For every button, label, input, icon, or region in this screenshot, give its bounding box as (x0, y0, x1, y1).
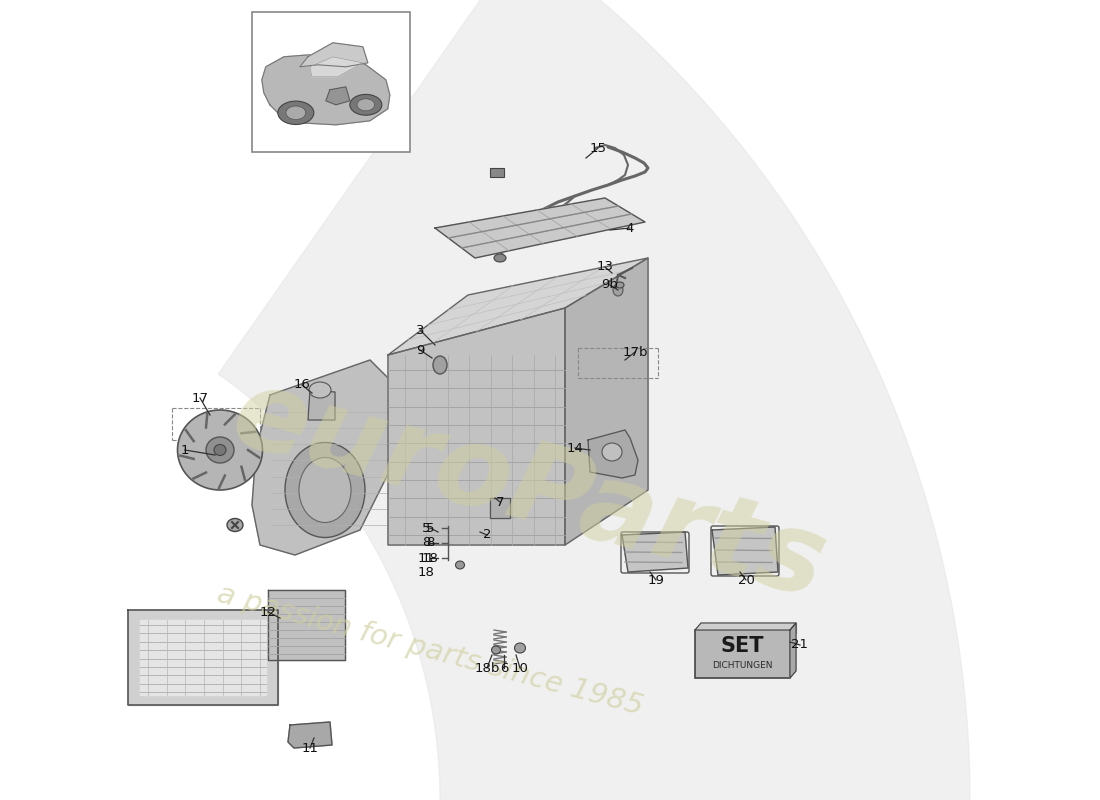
Polygon shape (326, 86, 350, 105)
Text: 20: 20 (738, 574, 755, 586)
Polygon shape (388, 308, 565, 545)
Text: 15: 15 (590, 142, 606, 154)
Polygon shape (218, 0, 970, 800)
Polygon shape (310, 57, 363, 77)
Ellipse shape (286, 106, 306, 119)
Text: 11: 11 (418, 551, 434, 565)
Polygon shape (695, 623, 796, 630)
Ellipse shape (214, 445, 225, 455)
Polygon shape (262, 54, 389, 125)
Text: a passion for parts since 1985: a passion for parts since 1985 (213, 579, 646, 721)
Text: 3: 3 (416, 323, 425, 337)
Ellipse shape (455, 561, 464, 569)
Ellipse shape (613, 284, 623, 296)
Polygon shape (268, 590, 345, 660)
Text: 12: 12 (260, 606, 276, 618)
Text: 5: 5 (426, 522, 434, 534)
Text: 8: 8 (426, 537, 434, 550)
Bar (252, 12, 410, 152)
Text: 1: 1 (180, 443, 189, 457)
Text: 6: 6 (499, 662, 508, 674)
Ellipse shape (616, 282, 624, 288)
Polygon shape (140, 620, 266, 695)
Ellipse shape (492, 646, 500, 654)
Polygon shape (434, 198, 645, 258)
Text: 13: 13 (596, 261, 614, 274)
Text: 11: 11 (301, 742, 319, 754)
Ellipse shape (350, 94, 382, 115)
Text: 9: 9 (416, 343, 425, 357)
Bar (701, 623, 796, 633)
Text: 21: 21 (792, 638, 808, 651)
Text: 8: 8 (421, 537, 430, 550)
Ellipse shape (358, 98, 375, 110)
Text: DICHTUNGEN: DICHTUNGEN (713, 661, 772, 670)
Ellipse shape (309, 382, 331, 398)
Ellipse shape (278, 101, 314, 125)
Bar (490, 168, 504, 177)
Ellipse shape (206, 437, 234, 463)
Polygon shape (790, 623, 796, 678)
Ellipse shape (494, 254, 506, 262)
Bar (695, 630, 790, 678)
Text: 5: 5 (421, 522, 430, 534)
Text: 17: 17 (191, 391, 209, 405)
Text: 14: 14 (566, 442, 583, 454)
Polygon shape (588, 430, 638, 478)
Text: 7: 7 (496, 495, 504, 509)
Text: 10: 10 (512, 662, 528, 674)
Ellipse shape (227, 518, 243, 531)
Polygon shape (128, 610, 278, 705)
Polygon shape (490, 498, 510, 518)
Polygon shape (308, 390, 336, 420)
Text: 18: 18 (418, 566, 434, 579)
Text: 2: 2 (483, 529, 492, 542)
Polygon shape (288, 722, 332, 748)
Polygon shape (621, 532, 688, 572)
Ellipse shape (177, 410, 263, 490)
Text: euroParts: euroParts (222, 359, 838, 621)
Text: 4: 4 (626, 222, 635, 234)
Polygon shape (252, 360, 395, 555)
Ellipse shape (285, 442, 365, 538)
Polygon shape (388, 258, 648, 355)
Ellipse shape (515, 643, 526, 653)
Text: 9b: 9b (602, 278, 618, 291)
Ellipse shape (299, 458, 351, 522)
Text: 16: 16 (294, 378, 310, 391)
Polygon shape (712, 527, 778, 575)
Text: SET: SET (720, 636, 764, 656)
Polygon shape (300, 42, 367, 66)
Ellipse shape (602, 443, 621, 461)
Ellipse shape (433, 356, 447, 374)
Text: 17b: 17b (623, 346, 648, 358)
Text: 18: 18 (421, 551, 439, 565)
Text: 18b: 18b (474, 662, 499, 674)
Polygon shape (565, 258, 648, 545)
Text: 19: 19 (648, 574, 664, 586)
